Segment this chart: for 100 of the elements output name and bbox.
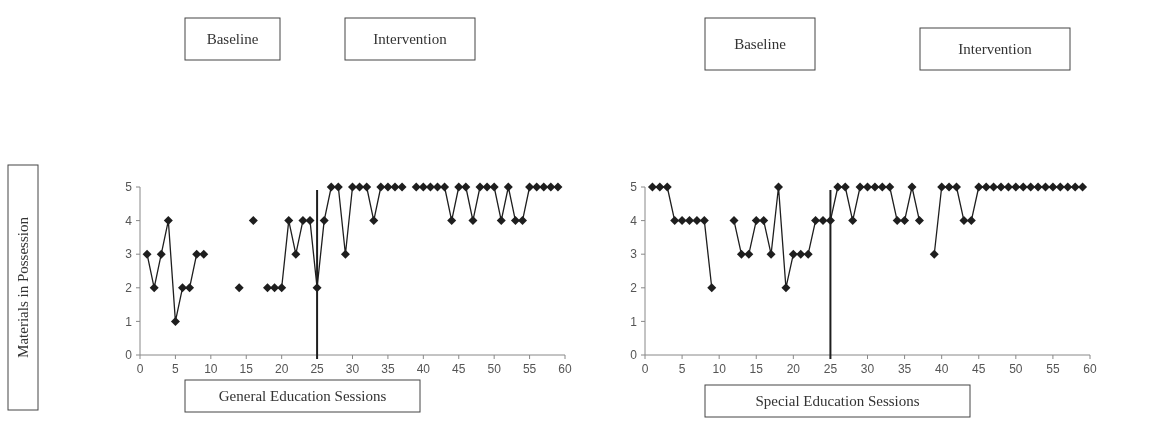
- x-tick-label: 50: [1009, 362, 1023, 376]
- point: [974, 182, 984, 192]
- x-tick-label: 60: [1083, 362, 1097, 376]
- x-tick-label: 55: [522, 362, 537, 376]
- text: Intervention: [958, 41, 1033, 58]
- point: [319, 216, 329, 226]
- point: [729, 216, 739, 226]
- x-tick-label: 30: [860, 362, 875, 376]
- y-tick-label: 3: [125, 247, 133, 262]
- point: [305, 216, 315, 226]
- text: Baseline: [734, 36, 787, 53]
- x-tick-label: 30: [345, 362, 360, 376]
- point: [840, 182, 850, 192]
- point: [440, 182, 450, 192]
- point: [553, 182, 563, 192]
- point: [348, 182, 357, 192]
- point: [376, 182, 386, 192]
- point: [699, 216, 709, 226]
- x-tick-label: 35: [381, 362, 395, 376]
- point: [833, 182, 843, 192]
- x-tick-label: 40: [934, 362, 949, 376]
- x-tick-label: 25: [310, 362, 325, 376]
- point: [907, 182, 917, 192]
- point: [1041, 182, 1050, 192]
- point: [981, 182, 991, 192]
- point: [1033, 182, 1043, 192]
- x-tick-label: 20: [274, 362, 289, 376]
- point: [411, 182, 421, 192]
- x-tick-label: 5: [172, 362, 180, 376]
- point: [142, 249, 152, 259]
- x-axis-title: Special Education Sessions: [755, 393, 920, 410]
- x-tick-label: 15: [749, 362, 764, 376]
- x-tick-label: 0: [641, 362, 649, 376]
- point: [825, 216, 835, 226]
- point: [199, 249, 209, 259]
- x-tick-label: 5: [678, 362, 686, 376]
- point: [1070, 182, 1080, 192]
- point: [677, 216, 687, 226]
- y-tick-label: 4: [630, 213, 638, 228]
- point: [796, 249, 806, 259]
- point: [539, 182, 549, 192]
- point: [447, 216, 457, 226]
- point: [1018, 182, 1028, 192]
- y-tick-label: 5: [125, 180, 133, 195]
- point: [546, 182, 556, 192]
- y-tick-label: 4: [125, 213, 133, 228]
- point: [433, 182, 442, 192]
- point: [811, 216, 821, 226]
- point: [1026, 182, 1036, 192]
- y-tick-label: 5: [630, 180, 638, 195]
- point: [390, 182, 400, 192]
- point: [751, 216, 761, 226]
- x-tick-label: 45: [452, 362, 466, 376]
- point: [263, 283, 272, 293]
- point: [952, 182, 961, 192]
- x-tick-label: 10: [204, 362, 218, 376]
- y-tick-label: 2: [630, 281, 638, 295]
- point: [482, 182, 492, 192]
- point: [647, 182, 657, 192]
- point: [848, 216, 858, 226]
- x-tick-label: 45: [972, 362, 986, 376]
- point: [277, 283, 287, 293]
- point: [178, 283, 187, 293]
- point: [362, 182, 372, 192]
- x-axis-title: General Education Sessions: [218, 388, 387, 405]
- point: [707, 283, 717, 293]
- point: [937, 182, 947, 192]
- point: [692, 216, 702, 226]
- point: [170, 316, 180, 326]
- point: [1011, 182, 1021, 192]
- x-tick-label: 60: [558, 362, 572, 376]
- text: Intervention: [373, 31, 448, 48]
- point: [670, 216, 680, 226]
- x-tick-label: 40: [416, 362, 431, 376]
- point: [944, 182, 954, 192]
- point: [454, 182, 464, 192]
- point: [298, 216, 308, 226]
- point: [185, 283, 195, 293]
- point: [766, 249, 776, 259]
- point: [383, 182, 393, 192]
- y-tick-label: 1: [125, 314, 133, 329]
- point: [803, 249, 813, 259]
- point: [234, 283, 244, 293]
- point: [744, 249, 754, 259]
- point: [959, 216, 969, 226]
- point: [900, 216, 910, 226]
- point: [759, 216, 769, 226]
- y-tick-label: 1: [630, 314, 638, 329]
- point: [397, 182, 407, 192]
- point: [818, 216, 828, 226]
- point: [248, 216, 258, 226]
- y-axis-title: Materials in Possession: [15, 216, 32, 358]
- x-tick-label: 55: [1046, 362, 1060, 376]
- point: [885, 182, 895, 192]
- x-tick-label: 35: [897, 362, 912, 376]
- point: [369, 216, 379, 226]
- point: [312, 283, 322, 293]
- point: [1048, 182, 1058, 192]
- point: [326, 182, 336, 192]
- point: [774, 182, 783, 192]
